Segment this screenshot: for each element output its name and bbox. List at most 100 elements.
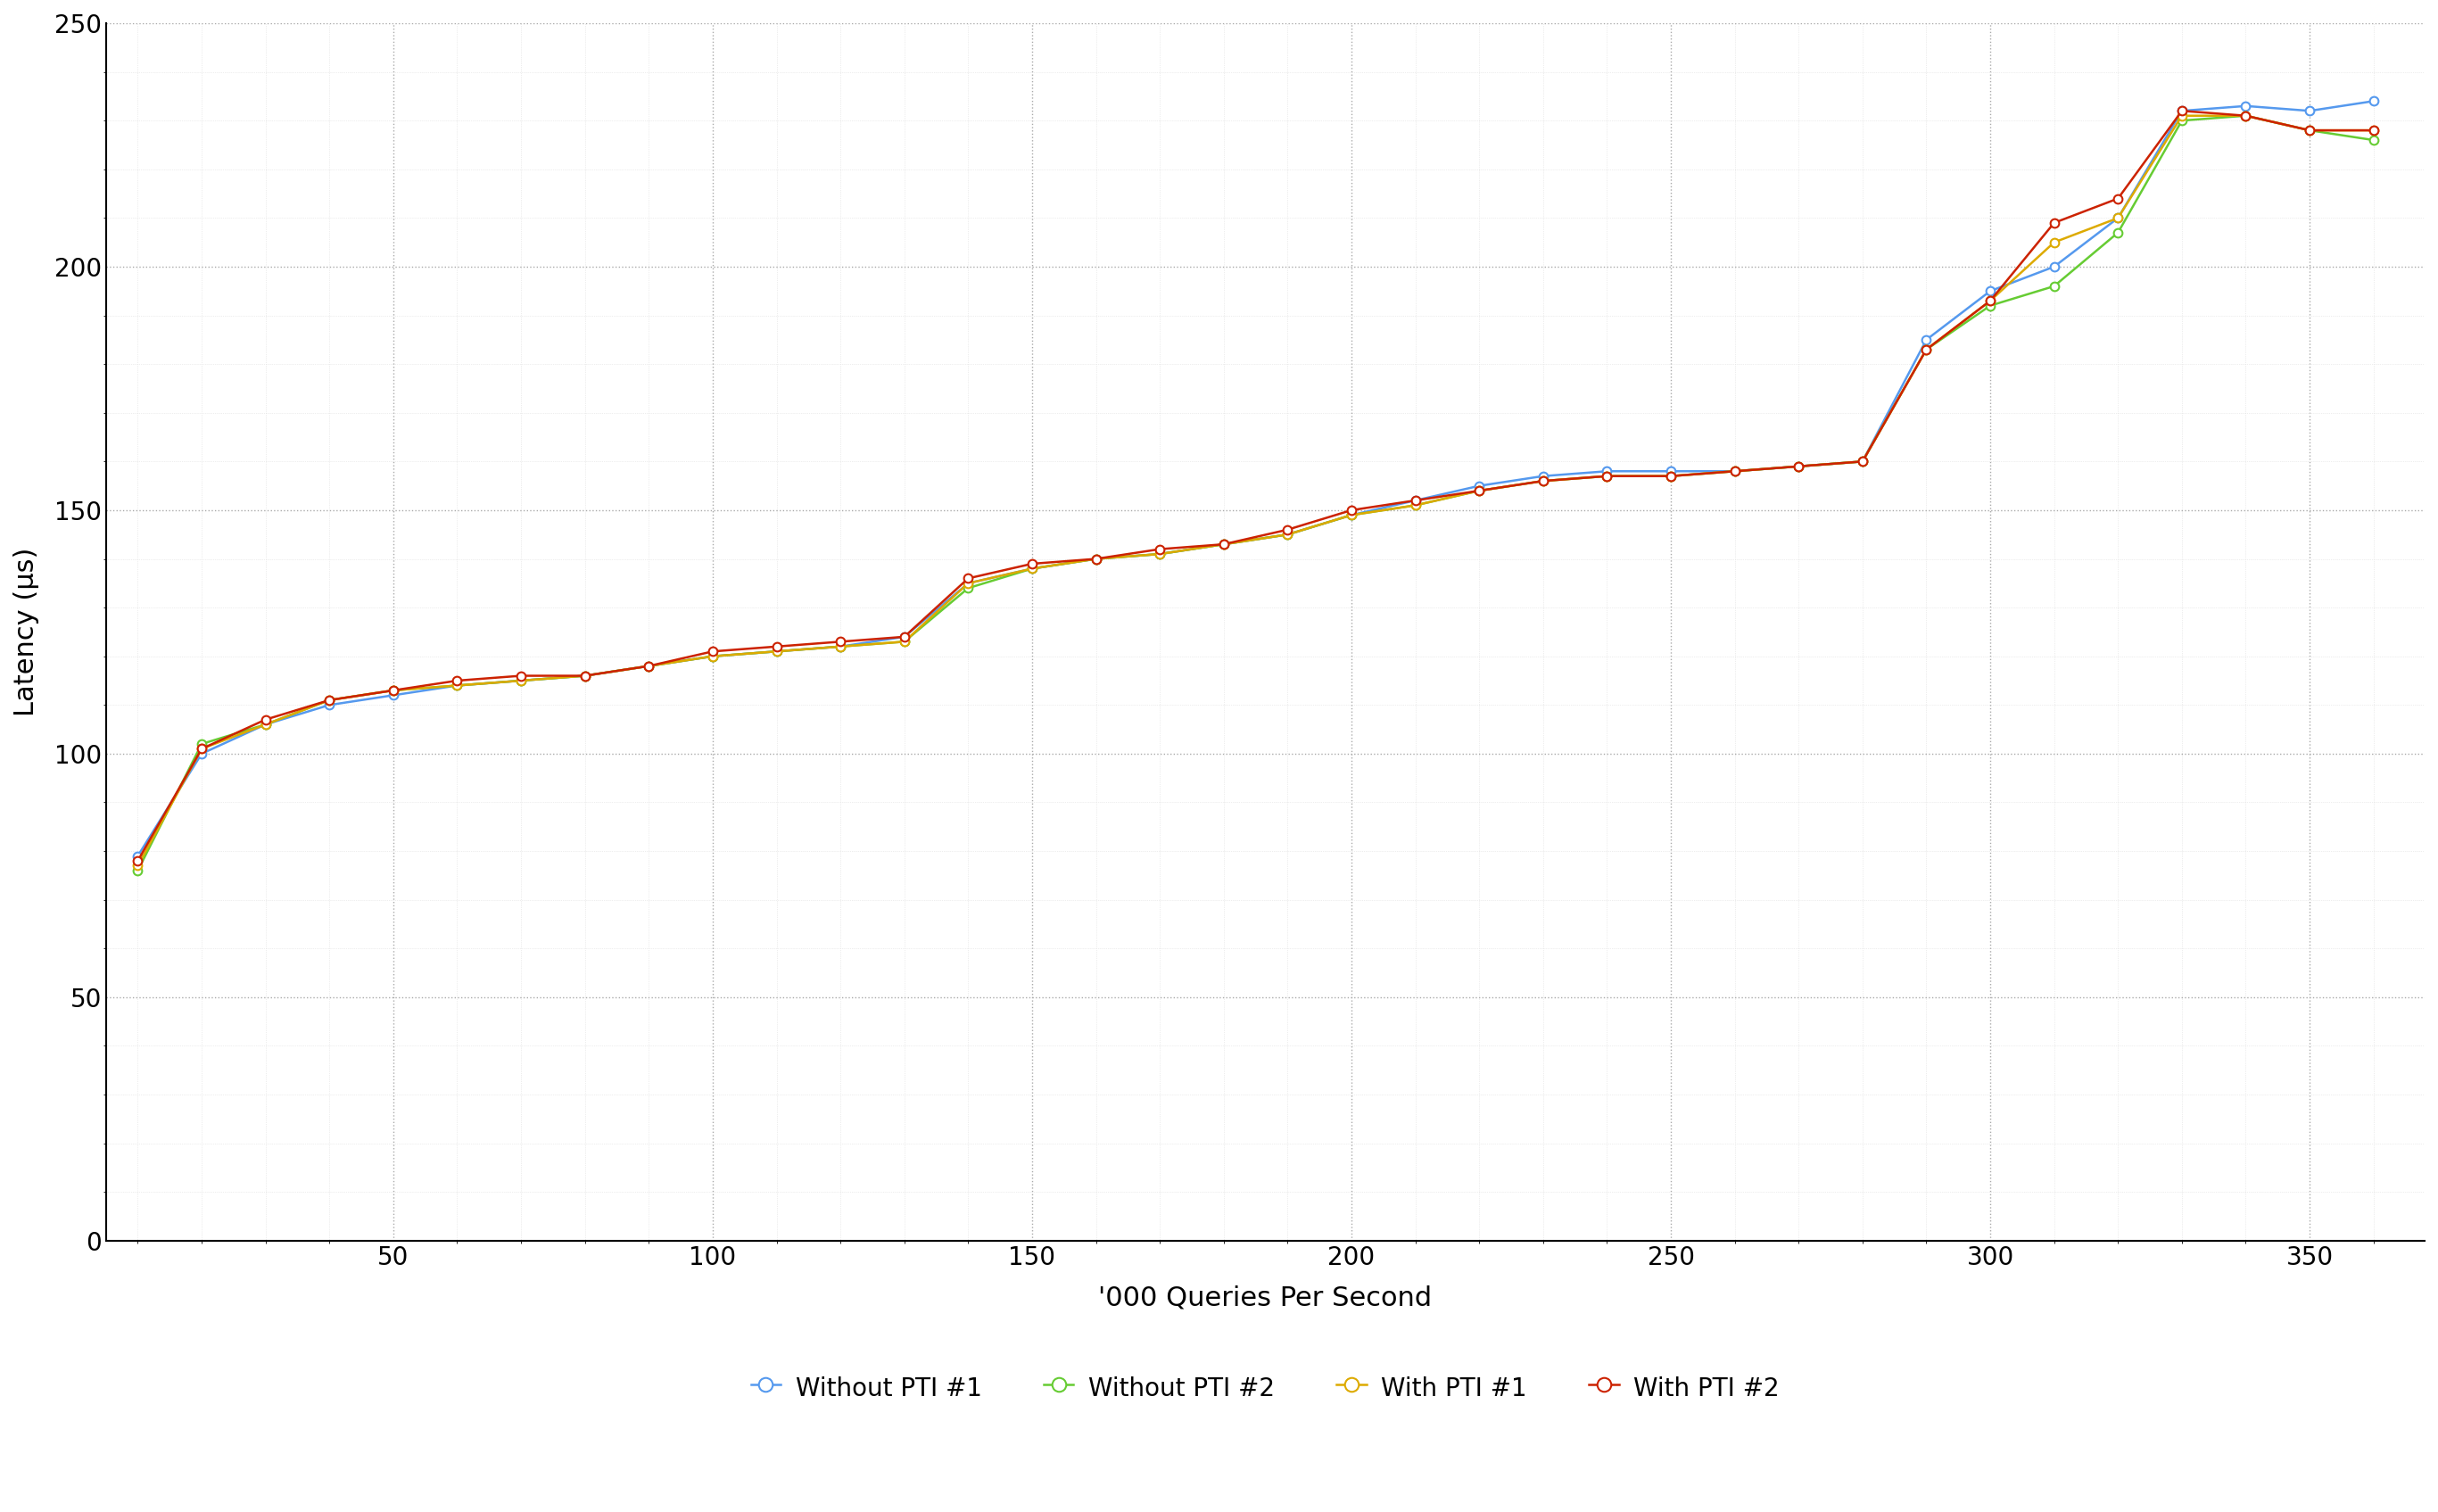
Without PTI #1 — [1655, 463, 1685, 481]
Without PTI #1 — [2360, 92, 2389, 110]
Without PTI #1 — [2167, 101, 2197, 119]
With PTI #1 — [763, 643, 792, 661]
Without PTI #2 — [2167, 112, 2197, 130]
Without PTI #2 — [1592, 467, 1621, 485]
Without PTI #1 — [188, 744, 217, 762]
Without PTI #1 — [1273, 526, 1302, 544]
Without PTI #1 — [1785, 457, 1814, 475]
Without PTI #2 — [1721, 463, 1750, 481]
Without PTI #2 — [1017, 559, 1046, 578]
With PTI #2 — [1146, 540, 1175, 558]
With PTI #1 — [444, 676, 473, 694]
With PTI #1 — [2041, 233, 2070, 251]
Line: Without PTI #1: Without PTI #1 — [134, 97, 2377, 860]
Without PTI #2 — [1975, 296, 2004, 314]
With PTI #2 — [378, 682, 407, 700]
Line: With PTI #2: With PTI #2 — [134, 106, 2377, 865]
With PTI #1 — [634, 656, 663, 674]
Without PTI #2 — [2231, 107, 2260, 125]
With PTI #2 — [251, 711, 280, 729]
With PTI #2 — [826, 632, 856, 650]
Without PTI #2 — [2041, 277, 2070, 295]
With PTI #1 — [2231, 107, 2260, 125]
Without PTI #2 — [1848, 452, 1877, 470]
Without PTI #1 — [1975, 281, 2004, 299]
Without PTI #1 — [507, 671, 536, 689]
With PTI #1 — [1402, 496, 1431, 514]
Without PTI #1 — [2231, 97, 2260, 115]
With PTI #2 — [2294, 121, 2323, 139]
With PTI #2 — [444, 671, 473, 689]
Without PTI #2 — [1402, 496, 1431, 514]
Without PTI #1 — [570, 667, 600, 685]
Without PTI #2 — [2104, 224, 2133, 242]
With PTI #2 — [1911, 340, 1941, 358]
With PTI #2 — [1273, 520, 1302, 538]
With PTI #1 — [188, 739, 217, 758]
With PTI #1 — [2104, 209, 2133, 227]
With PTI #2 — [1017, 555, 1046, 573]
Without PTI #1 — [953, 575, 983, 593]
Without PTI #2 — [953, 579, 983, 597]
Without PTI #1 — [1209, 535, 1239, 553]
With PTI #2 — [1082, 550, 1112, 569]
Without PTI #2 — [1209, 535, 1239, 553]
Without PTI #2 — [1336, 507, 1365, 525]
Y-axis label: Latency (µs): Latency (µs) — [12, 547, 39, 717]
Without PTI #2 — [1911, 340, 1941, 358]
With PTI #1 — [826, 638, 856, 656]
With PTI #2 — [1975, 292, 2004, 310]
Without PTI #2 — [1146, 544, 1175, 562]
With PTI #2 — [315, 691, 344, 709]
With PTI #1 — [2360, 121, 2389, 139]
With PTI #2 — [124, 851, 154, 869]
Without PTI #1 — [1592, 463, 1621, 481]
Without PTI #1 — [1911, 331, 1941, 349]
Without PTI #2 — [251, 715, 280, 733]
Without PTI #1 — [1017, 559, 1046, 578]
With PTI #1 — [251, 715, 280, 733]
Without PTI #1 — [1082, 550, 1112, 569]
Line: With PTI #1: With PTI #1 — [134, 112, 2377, 869]
With PTI #1 — [1465, 482, 1494, 500]
Without PTI #2 — [2360, 132, 2389, 150]
Without PTI #2 — [1273, 526, 1302, 544]
With PTI #2 — [2167, 101, 2197, 119]
Without PTI #2 — [1465, 482, 1494, 500]
Without PTI #2 — [763, 643, 792, 661]
With PTI #1 — [1082, 550, 1112, 569]
With PTI #1 — [1848, 452, 1877, 470]
With PTI #1 — [1785, 457, 1814, 475]
With PTI #1 — [697, 647, 727, 665]
With PTI #2 — [1465, 482, 1494, 500]
With PTI #2 — [1785, 457, 1814, 475]
Legend: Without PTI #1, Without PTI #2, With PTI #1, With PTI #2: Without PTI #1, Without PTI #2, With PTI… — [741, 1362, 1789, 1412]
Without PTI #1 — [1146, 544, 1175, 562]
With PTI #1 — [1017, 559, 1046, 578]
Line: Without PTI #2: Without PTI #2 — [134, 112, 2377, 875]
With PTI #1 — [315, 691, 344, 709]
With PTI #2 — [634, 656, 663, 674]
With PTI #1 — [2294, 121, 2323, 139]
With PTI #1 — [1209, 535, 1239, 553]
Without PTI #2 — [570, 667, 600, 685]
With PTI #1 — [1336, 507, 1365, 525]
With PTI #1 — [1146, 544, 1175, 562]
Without PTI #2 — [1785, 457, 1814, 475]
With PTI #1 — [1592, 467, 1621, 485]
With PTI #2 — [2104, 189, 2133, 207]
With PTI #2 — [1848, 452, 1877, 470]
With PTI #2 — [890, 627, 919, 646]
With PTI #2 — [1721, 463, 1750, 481]
With PTI #2 — [1592, 467, 1621, 485]
Without PTI #1 — [1465, 476, 1494, 494]
With PTI #2 — [763, 638, 792, 656]
With PTI #2 — [188, 739, 217, 758]
Without PTI #2 — [378, 682, 407, 700]
With PTI #1 — [1911, 340, 1941, 358]
With PTI #1 — [890, 632, 919, 650]
With PTI #1 — [2167, 107, 2197, 125]
With PTI #1 — [953, 575, 983, 593]
With PTI #2 — [1655, 467, 1685, 485]
With PTI #1 — [1721, 463, 1750, 481]
